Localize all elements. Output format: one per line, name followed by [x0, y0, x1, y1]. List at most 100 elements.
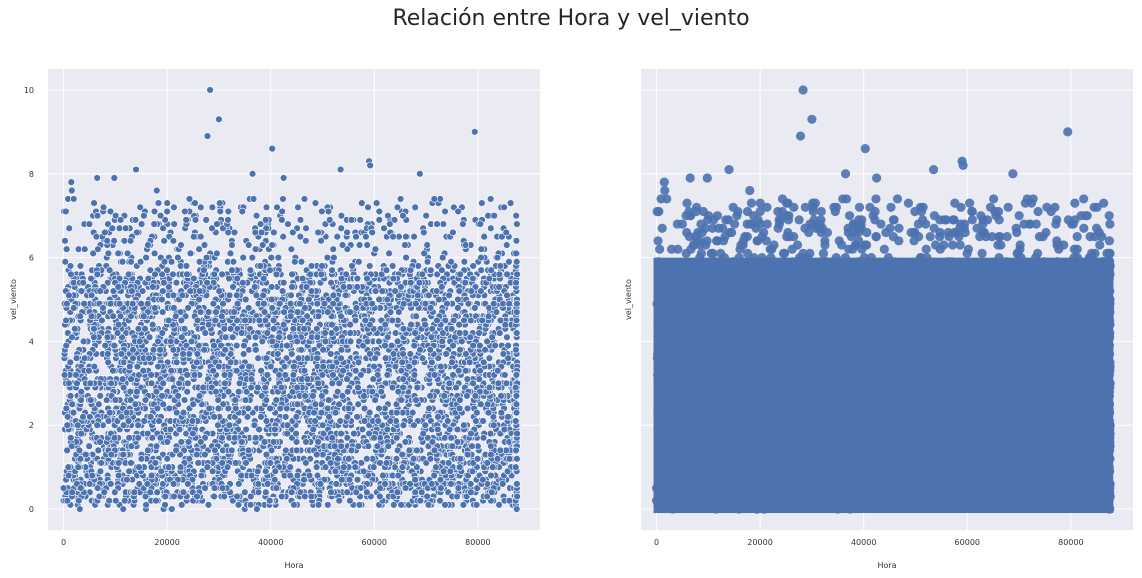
data-point — [471, 392, 480, 400]
data-point — [430, 446, 439, 455]
data-point — [335, 496, 343, 505]
data-point — [359, 467, 368, 476]
data-point — [155, 417, 163, 425]
data-point — [110, 341, 118, 350]
data-point — [234, 501, 243, 509]
data-point — [439, 253, 447, 262]
data-point — [118, 258, 127, 266]
data-point — [252, 434, 260, 442]
data-point — [316, 480, 325, 488]
data-point — [181, 207, 189, 216]
data-point — [456, 455, 465, 463]
data-point — [456, 346, 464, 354]
data-point — [77, 429, 86, 438]
data-point — [254, 467, 262, 476]
data-point — [208, 224, 216, 232]
data-point — [111, 211, 120, 220]
data-point — [344, 404, 353, 413]
data-point — [203, 463, 212, 471]
data-point — [86, 413, 94, 421]
data-point — [327, 279, 335, 287]
data-point — [393, 203, 402, 212]
data-point — [372, 199, 381, 207]
data-point — [87, 291, 96, 300]
data-point — [65, 379, 73, 388]
data-point — [154, 199, 163, 207]
data-point — [65, 224, 73, 232]
data-point — [127, 312, 135, 320]
data-point — [428, 480, 436, 488]
data-point — [393, 434, 401, 442]
data-point — [269, 316, 278, 325]
data-point — [64, 463, 73, 471]
data-point — [346, 308, 354, 316]
data-point — [294, 354, 303, 362]
data-point — [225, 421, 234, 429]
data-point — [226, 249, 235, 258]
data-point — [230, 434, 239, 442]
data-point — [313, 299, 321, 308]
data-point — [118, 375, 127, 383]
data-point — [411, 203, 419, 212]
data-point — [197, 203, 205, 212]
data-point — [211, 316, 219, 325]
data-point — [385, 249, 393, 258]
data-point — [267, 362, 275, 371]
data-point — [220, 371, 229, 379]
data-point — [233, 274, 241, 283]
data-point — [190, 274, 198, 283]
data-point — [329, 245, 337, 253]
data-point — [390, 501, 398, 509]
data-point — [375, 216, 383, 224]
x-tick-label: 60000 — [362, 538, 387, 547]
data-point — [150, 207, 159, 216]
data-point — [504, 341, 512, 350]
data-point — [424, 501, 433, 509]
data-point — [216, 199, 224, 207]
data-point — [104, 249, 113, 258]
data-point — [225, 291, 234, 300]
data-point — [306, 270, 314, 279]
data-point — [233, 291, 241, 300]
data-point — [230, 228, 239, 237]
data-point — [68, 488, 76, 496]
data-point — [485, 274, 494, 283]
data-point — [305, 295, 313, 304]
data-point — [180, 325, 189, 333]
data-point — [467, 429, 475, 438]
data-point — [394, 388, 403, 396]
data-point — [436, 496, 444, 505]
data-point — [149, 346, 158, 354]
data-point — [185, 195, 194, 203]
data-point — [399, 350, 407, 358]
data-point — [492, 308, 501, 316]
data-point — [233, 299, 242, 308]
data-point — [447, 480, 455, 488]
data-point — [433, 220, 441, 228]
data-point — [251, 245, 260, 253]
data-point — [235, 480, 243, 488]
data-point — [161, 501, 169, 509]
data-point — [490, 211, 498, 220]
data-point — [487, 224, 495, 232]
data-point — [212, 308, 220, 316]
data-point — [246, 266, 255, 274]
data-point — [169, 237, 178, 245]
data-point — [287, 245, 296, 253]
data-point — [354, 400, 362, 408]
data-point — [115, 299, 124, 308]
data-point — [224, 404, 233, 413]
data-point — [140, 417, 148, 425]
data-point — [463, 392, 471, 400]
data-point — [228, 266, 236, 274]
data-point — [484, 211, 492, 220]
data-point — [63, 496, 72, 505]
data-point — [179, 350, 187, 358]
data-point — [485, 354, 494, 362]
data-point — [165, 283, 173, 291]
data-point — [468, 467, 477, 476]
data-point — [111, 488, 119, 496]
data-point — [276, 299, 284, 308]
data-point — [423, 492, 431, 501]
data-point — [329, 299, 337, 308]
